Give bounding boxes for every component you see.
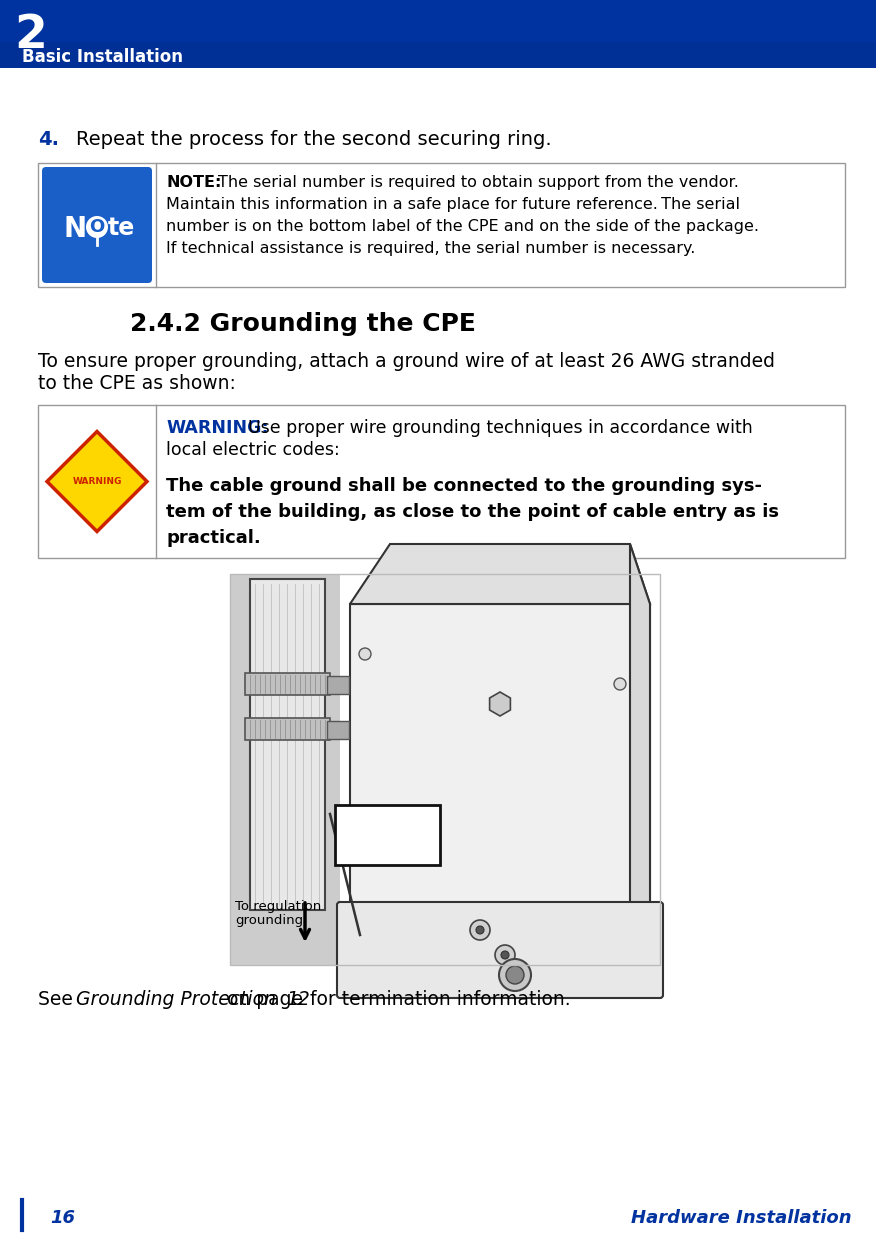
Text: 16: 16 <box>50 1209 75 1228</box>
Bar <box>327 720 349 739</box>
Circle shape <box>359 649 371 660</box>
Text: number is on the bottom label of the CPE and on the side of the package.: number is on the bottom label of the CPE… <box>166 219 759 234</box>
Circle shape <box>614 678 626 689</box>
Polygon shape <box>350 544 650 604</box>
Text: 4.: 4. <box>38 130 59 149</box>
Circle shape <box>476 926 484 934</box>
Bar <box>245 718 330 740</box>
Circle shape <box>506 966 524 985</box>
Text: WARNING: WARNING <box>73 477 122 486</box>
FancyBboxPatch shape <box>42 167 152 283</box>
Polygon shape <box>47 432 147 532</box>
Text: local electric codes:: local electric codes: <box>166 441 340 459</box>
Text: 2.4.2 Grounding the CPE: 2.4.2 Grounding the CPE <box>130 312 476 336</box>
Bar <box>230 574 660 965</box>
Text: 2: 2 <box>14 14 47 58</box>
Text: If technical assistance is required, the serial number is necessary.: If technical assistance is required, the… <box>166 241 696 255</box>
Circle shape <box>470 920 490 940</box>
Circle shape <box>495 945 515 965</box>
Text: Maintain this information in a safe place for future reference. The serial: Maintain this information in a safe plac… <box>166 197 740 212</box>
Polygon shape <box>490 692 511 715</box>
Circle shape <box>86 216 108 238</box>
Bar <box>335 805 440 866</box>
Text: Hardware Installation: Hardware Installation <box>632 1209 852 1228</box>
Bar <box>0 0 876 68</box>
FancyBboxPatch shape <box>337 901 663 998</box>
Text: Repeat the process for the second securing ring.: Repeat the process for the second securi… <box>76 130 552 149</box>
Text: See: See <box>38 990 79 1009</box>
Text: Basic Installation: Basic Installation <box>22 48 183 66</box>
Text: The cable ground shall be connected to the grounding sys-: The cable ground shall be connected to t… <box>166 477 762 495</box>
Text: tem of the building, as close to the point of cable entry as is: tem of the building, as close to the poi… <box>166 503 779 521</box>
Circle shape <box>499 959 531 991</box>
Text: te: te <box>108 216 135 241</box>
Bar <box>327 676 349 694</box>
Text: 12: 12 <box>286 990 310 1009</box>
Bar <box>38 162 845 286</box>
Polygon shape <box>630 544 650 935</box>
Bar <box>38 405 845 558</box>
Text: Use proper wire grounding techniques in accordance with: Use proper wire grounding techniques in … <box>248 419 752 436</box>
Text: WARNING:: WARNING: <box>166 419 269 436</box>
Text: To regulation: To regulation <box>235 900 321 913</box>
FancyBboxPatch shape <box>350 604 650 935</box>
Bar <box>0 42 876 68</box>
Text: O: O <box>89 218 104 236</box>
Text: practical.: practical. <box>166 529 261 547</box>
Text: for termination information.: for termination information. <box>304 990 570 1009</box>
Text: on page: on page <box>221 990 309 1009</box>
Text: Grounding Protection: Grounding Protection <box>76 990 276 1009</box>
Circle shape <box>501 951 509 959</box>
Text: To ensure proper grounding, attach a ground wire of at least 26 AWG stranded: To ensure proper grounding, attach a gro… <box>38 352 775 371</box>
Bar <box>250 579 325 910</box>
Bar <box>230 574 340 965</box>
Text: grounding: grounding <box>235 914 303 928</box>
Text: NOTE:: NOTE: <box>166 175 222 190</box>
Bar <box>245 673 330 694</box>
Text: N: N <box>64 215 87 243</box>
Text: The serial number is required to obtain support from the vendor.: The serial number is required to obtain … <box>218 175 738 190</box>
Text: to the CPE as shown:: to the CPE as shown: <box>38 374 236 393</box>
Bar <box>340 574 660 965</box>
